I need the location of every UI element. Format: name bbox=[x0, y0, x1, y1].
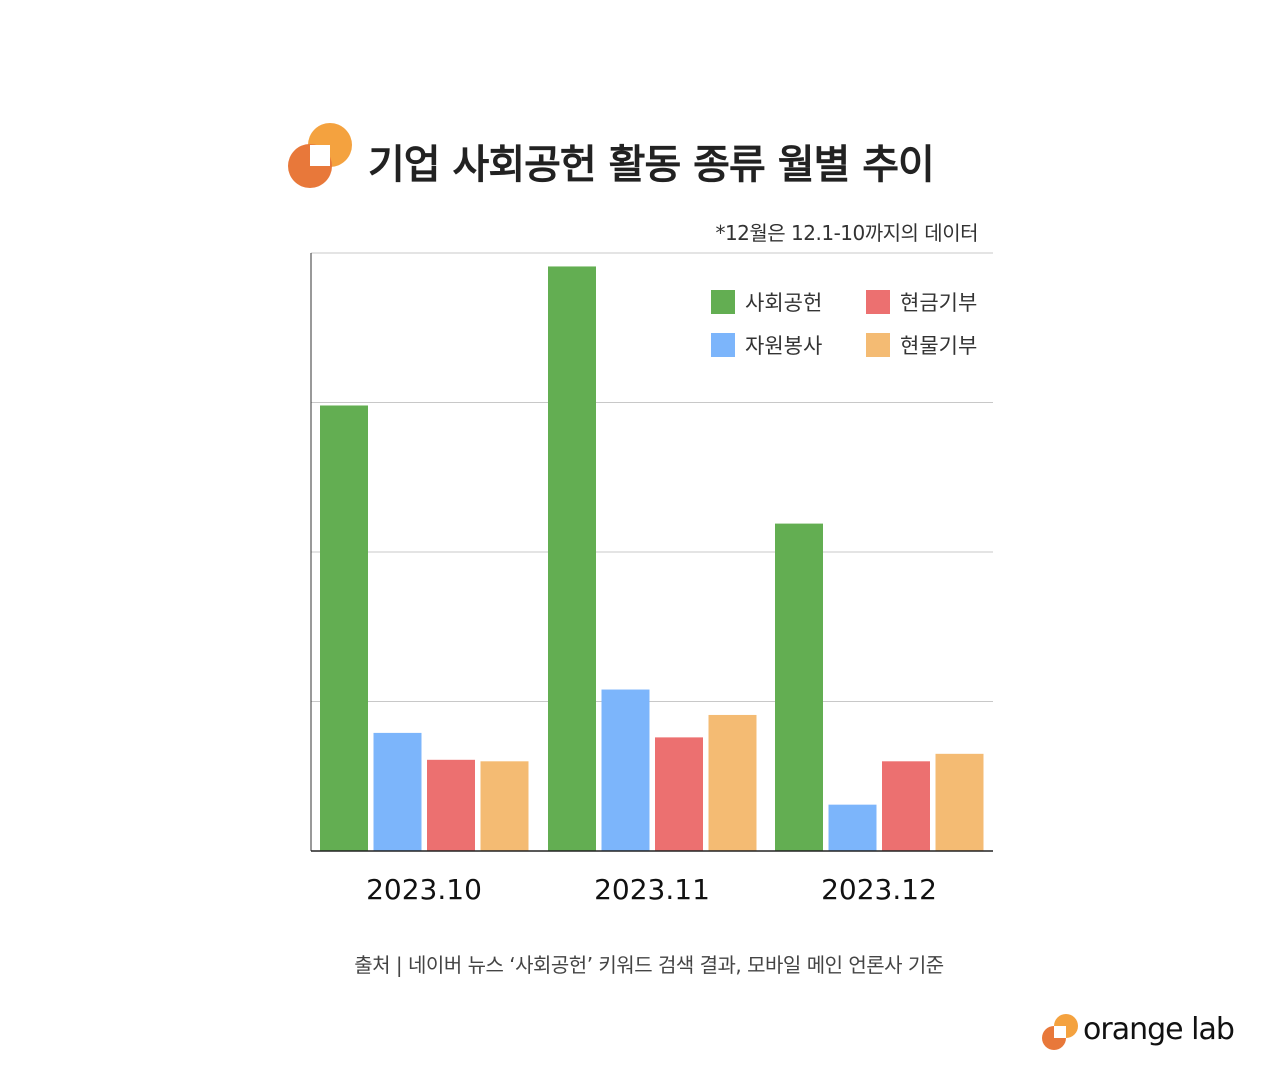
bar-자원봉사-2023.11 bbox=[601, 689, 650, 851]
legend-label: 현금기부 bbox=[900, 291, 977, 315]
chart-title: 기업 사회공헌 활동 종류 월별 추이 bbox=[368, 142, 935, 188]
bar-자원봉사-2023.12 bbox=[828, 804, 877, 851]
legend-swatch-자원봉사 bbox=[711, 333, 735, 357]
legend-label: 현물기부 bbox=[900, 334, 977, 358]
x-tick-label: 2023.11 bbox=[594, 873, 710, 906]
legend-swatch-사회공헌 bbox=[711, 290, 735, 314]
bar-사회공헌-2023.11 bbox=[548, 266, 596, 852]
legend-label: 사회공헌 bbox=[745, 291, 822, 315]
bar-자원봉사-2023.10 bbox=[373, 732, 422, 851]
bar-현금기부-2023.11 bbox=[655, 737, 703, 851]
data-note: *12월은 12.1-10까지의 데이터 bbox=[715, 221, 978, 245]
brand-name: orange lab bbox=[1083, 1012, 1235, 1047]
bar-현금기부-2023.12 bbox=[882, 761, 930, 851]
legend-label: 자원봉사 bbox=[745, 334, 822, 358]
logo-square bbox=[310, 145, 330, 166]
orange-lab-logo bbox=[288, 123, 352, 188]
brand-logo-square bbox=[1054, 1026, 1066, 1038]
brand-logo-icon bbox=[1042, 1014, 1078, 1050]
x-tick-label: 2023.12 bbox=[821, 873, 937, 906]
bar-현금기부-2023.10 bbox=[427, 759, 475, 851]
bar-사회공헌-2023.12 bbox=[775, 523, 823, 851]
source-note: 출처 | 네이버 뉴스 ‘사회공헌’ 키워드 검색 결과, 모바일 메인 언론사… bbox=[354, 953, 944, 977]
legend-swatch-현금기부 bbox=[866, 290, 890, 314]
x-tick-label: 2023.10 bbox=[366, 873, 482, 906]
bar-현물기부-2023.12 bbox=[935, 753, 984, 851]
bar-현물기부-2023.11 bbox=[708, 714, 757, 851]
bar-현물기부-2023.10 bbox=[480, 761, 529, 851]
legend-swatch-현물기부 bbox=[866, 333, 890, 357]
bar-사회공헌-2023.10 bbox=[320, 405, 368, 851]
